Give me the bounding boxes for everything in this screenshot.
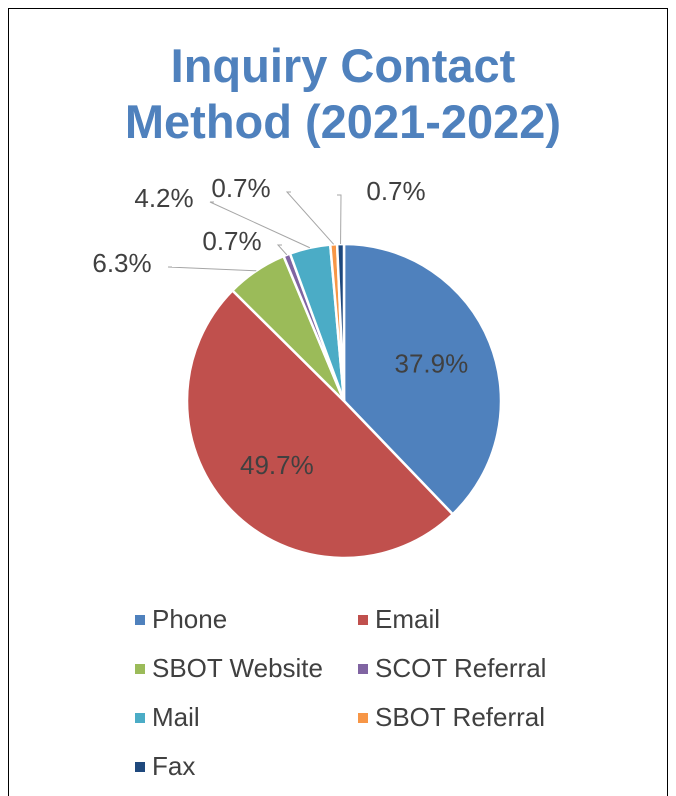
leader-line <box>167 266 257 272</box>
legend-label: SBOT Website <box>152 653 323 683</box>
data-label: 4.2% <box>134 183 193 213</box>
legend-label: Mail <box>152 702 200 732</box>
leader-line <box>276 244 288 256</box>
legend-label: Email <box>375 604 440 634</box>
chart-border <box>8 8 668 796</box>
data-label: 6.3% <box>92 248 151 278</box>
data-label: 0.7% <box>211 173 270 203</box>
legend-swatch <box>135 615 145 625</box>
data-label: 37.9% <box>395 349 469 379</box>
leader-line <box>209 201 311 249</box>
legend-swatch <box>135 762 145 772</box>
data-label: 0.7% <box>202 226 261 256</box>
legend-swatch <box>358 664 368 674</box>
leader-line <box>337 194 342 245</box>
data-label: 0.7% <box>366 176 425 206</box>
legend-label: SCOT Referral <box>375 653 546 683</box>
legend-swatch <box>358 615 368 625</box>
leader-line <box>285 191 335 245</box>
legend-label: Fax <box>152 751 195 781</box>
legend-swatch <box>135 713 145 723</box>
legend-label: SBOT Referral <box>375 702 545 732</box>
legend-swatch <box>135 664 145 674</box>
data-label: 49.7% <box>240 450 314 480</box>
legend-swatch <box>358 713 368 723</box>
legend-label: Phone <box>152 604 227 634</box>
pie-slice <box>342 242 503 517</box>
pie-slice <box>185 288 455 560</box>
chart-title: Inquiry Contact Method (2021-2022) <box>124 39 562 148</box>
